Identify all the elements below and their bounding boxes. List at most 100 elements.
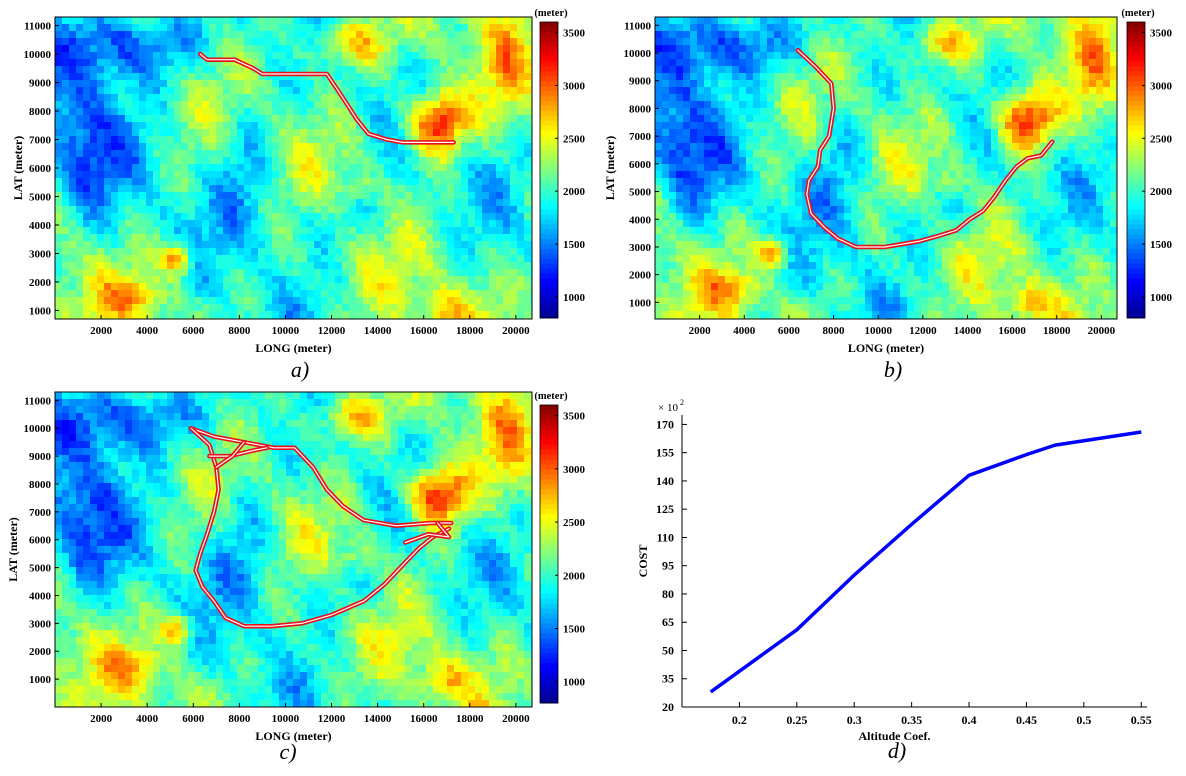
heatmap-cell bbox=[760, 108, 767, 115]
heatmap-cell bbox=[697, 206, 704, 213]
heatmap-cell bbox=[1054, 136, 1061, 143]
heatmap-cell bbox=[482, 108, 489, 115]
colorbar-band bbox=[540, 185, 558, 190]
heatmap-cell bbox=[188, 311, 195, 318]
heatmap-cell bbox=[265, 269, 272, 276]
heatmap-cell bbox=[377, 66, 384, 73]
heatmap-cell bbox=[83, 80, 90, 87]
heatmap-cell bbox=[510, 108, 517, 115]
heatmap-cell bbox=[377, 122, 384, 129]
heatmap-cell bbox=[433, 269, 440, 276]
heatmap-cell bbox=[391, 311, 398, 318]
heatmap-cell bbox=[732, 94, 739, 101]
heatmap-cell bbox=[655, 94, 662, 101]
heatmap-cell bbox=[872, 199, 879, 206]
heatmap-cell bbox=[935, 45, 942, 52]
heatmap-cell bbox=[1040, 52, 1047, 59]
heatmap-cell bbox=[167, 185, 174, 192]
heatmap-cell bbox=[1026, 122, 1033, 129]
heatmap-cell bbox=[370, 17, 377, 24]
heatmap-cell bbox=[489, 17, 496, 24]
heatmap-cell bbox=[335, 157, 342, 164]
heatmap-cell bbox=[725, 59, 732, 66]
heatmap-cell bbox=[167, 101, 174, 108]
heatmap-cell bbox=[837, 87, 844, 94]
heatmap-cell bbox=[251, 234, 258, 241]
heatmap-cell bbox=[774, 52, 781, 59]
heatmap-cell bbox=[125, 199, 132, 206]
heatmap-cell bbox=[230, 276, 237, 283]
heatmap-cell bbox=[440, 94, 447, 101]
heatmap-cell bbox=[872, 150, 879, 157]
heatmap-cell bbox=[844, 206, 851, 213]
heatmap-cell bbox=[830, 143, 837, 150]
heatmap-cell bbox=[335, 283, 342, 290]
heatmap-cell bbox=[676, 94, 683, 101]
heatmap-cell bbox=[795, 143, 802, 150]
heatmap-cell bbox=[104, 94, 111, 101]
heatmap-cell bbox=[489, 199, 496, 206]
heatmap-cell bbox=[419, 220, 426, 227]
heatmap-cell bbox=[118, 87, 125, 94]
heatmap-cell bbox=[223, 122, 230, 129]
heatmap-cell bbox=[286, 136, 293, 143]
heatmap-cell bbox=[461, 108, 468, 115]
heatmap-cell bbox=[914, 52, 921, 59]
heatmap-cell bbox=[447, 248, 454, 255]
heatmap-cell bbox=[774, 129, 781, 136]
heatmap-cell bbox=[55, 150, 62, 157]
heatmap-cell bbox=[384, 108, 391, 115]
heatmap-cell bbox=[356, 17, 363, 24]
heatmap-cell bbox=[314, 122, 321, 129]
heatmap-cell bbox=[153, 122, 160, 129]
heatmap-cell bbox=[984, 94, 991, 101]
heatmap-cell bbox=[258, 311, 265, 318]
heatmap-cell bbox=[781, 17, 788, 24]
heatmap-cell bbox=[1075, 52, 1082, 59]
heatmap-cell bbox=[482, 234, 489, 241]
heatmap-cell bbox=[468, 213, 475, 220]
heatmap-cell bbox=[949, 59, 956, 66]
heatmap-cell bbox=[265, 262, 272, 269]
heatmap-cell bbox=[704, 31, 711, 38]
heatmap-cell bbox=[704, 73, 711, 80]
heatmap-cell bbox=[1005, 101, 1012, 108]
heatmap-cell bbox=[914, 80, 921, 87]
heatmap-cell bbox=[62, 283, 69, 290]
heatmap-cell bbox=[342, 122, 349, 129]
heatmap-cell bbox=[55, 220, 62, 227]
heatmap-cell bbox=[942, 52, 949, 59]
heatmap-cell bbox=[286, 290, 293, 297]
heatmap-cell bbox=[195, 171, 202, 178]
heatmap-cell bbox=[251, 129, 258, 136]
heatmap-cell bbox=[1033, 185, 1040, 192]
heatmap-cell bbox=[1082, 17, 1089, 24]
heatmap-cell bbox=[230, 17, 237, 24]
colorbar-band bbox=[540, 229, 558, 234]
heatmap-cell bbox=[704, 94, 711, 101]
heatmap-cell bbox=[1082, 52, 1089, 59]
heatmap-cell bbox=[949, 17, 956, 24]
heatmap-cell bbox=[216, 255, 223, 262]
heatmap-cell bbox=[433, 24, 440, 31]
heatmap-cell bbox=[223, 276, 230, 283]
heatmap-cell bbox=[1019, 115, 1026, 122]
heatmap-cell bbox=[795, 101, 802, 108]
heatmap-cell bbox=[279, 87, 286, 94]
heatmap-cell bbox=[886, 150, 893, 157]
heatmap-cell bbox=[314, 101, 321, 108]
heatmap-cell bbox=[69, 66, 76, 73]
heatmap-cell bbox=[398, 171, 405, 178]
heatmap-cell bbox=[447, 262, 454, 269]
heatmap-cell bbox=[655, 171, 662, 178]
heatmap-cell bbox=[300, 129, 307, 136]
heatmap-cell bbox=[907, 192, 914, 199]
heatmap-cell bbox=[356, 31, 363, 38]
heatmap-cell bbox=[300, 80, 307, 87]
heatmap-cell bbox=[837, 185, 844, 192]
heatmap-cell bbox=[146, 192, 153, 199]
heatmap-cell bbox=[746, 73, 753, 80]
colorbar-band bbox=[540, 269, 558, 274]
heatmap-cell bbox=[858, 45, 865, 52]
heatmap-cell bbox=[384, 59, 391, 66]
